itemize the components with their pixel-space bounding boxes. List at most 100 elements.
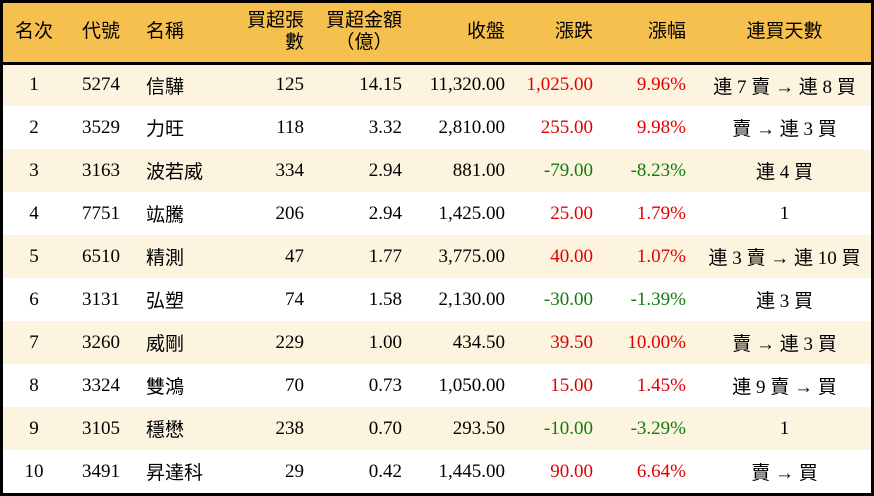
cell-name: 穩懋 xyxy=(137,407,229,450)
cell-code: 3105 xyxy=(65,407,137,450)
cell-change: 39.50 xyxy=(515,321,603,364)
cell-change: 15.00 xyxy=(515,364,603,407)
cell-close: 881.00 xyxy=(413,149,515,192)
cell-code: 3163 xyxy=(65,149,137,192)
cell-pct: 9.98% xyxy=(603,106,698,149)
cell-rank: 1 xyxy=(3,63,65,106)
cell-name: 信驊 xyxy=(137,63,229,106)
cell-volume: 70 xyxy=(229,364,315,407)
cell-code: 3131 xyxy=(65,278,137,321)
cell-name: 威剛 xyxy=(137,321,229,364)
cell-volume: 229 xyxy=(229,321,315,364)
cell-code: 3491 xyxy=(65,450,137,493)
cell-volume: 118 xyxy=(229,106,315,149)
cell-pct: 1.45% xyxy=(603,364,698,407)
cell-code: 3324 xyxy=(65,364,137,407)
cell-rank: 3 xyxy=(3,149,65,192)
cell-close: 2,810.00 xyxy=(413,106,515,149)
cell-pct: -1.39% xyxy=(603,278,698,321)
table-row: 2 3529 力旺 118 3.32 2,810.00 255.00 9.98% 賣 → 連 3… xyxy=(3,106,871,149)
column-header-change: 漲跌 xyxy=(515,3,603,65)
column-header-name: 名稱 xyxy=(137,3,229,65)
cell-streak: 1 xyxy=(698,407,871,450)
column-header-volume: 買超張數 xyxy=(229,3,315,65)
cell-pct: -8.23% xyxy=(603,149,698,192)
cell-pct: 1.79% xyxy=(603,192,698,235)
header-row: 名次 代號 名稱 買超張數 買超金額 （億） 收盤 漲跌 漲幅 連買天數 xyxy=(3,3,871,65)
cell-volume: 334 xyxy=(229,149,315,192)
cell-amount: 0.70 xyxy=(315,407,413,450)
data-table: 名次 代號 名稱 買超張數 買超金額 （億） 收盤 漲跌 漲幅 連買天數 1 52… xyxy=(3,3,871,493)
cell-code: 3260 xyxy=(65,321,137,364)
cell-streak: 賣 → 連 3 買 xyxy=(698,321,871,364)
cell-amount: 2.94 xyxy=(315,192,413,235)
cell-close: 11,320.00 xyxy=(413,63,515,106)
column-header-amount-line2: （億） xyxy=(335,32,393,54)
cell-volume: 74 xyxy=(229,278,315,321)
column-header-close: 收盤 xyxy=(413,3,515,65)
cell-close: 3,775.00 xyxy=(413,235,515,278)
table-row: 3 3163 波若威 334 2.94 881.00 -79.00 -8.23% 連 4 買 xyxy=(3,149,871,192)
cell-close: 1,445.00 xyxy=(413,450,515,493)
cell-amount: 1.58 xyxy=(315,278,413,321)
cell-change: 40.00 xyxy=(515,235,603,278)
cell-rank: 10 xyxy=(3,450,65,493)
cell-name: 精測 xyxy=(137,235,229,278)
table-row: 5 6510 精測 47 1.77 3,775.00 40.00 1.07% 連 3 賣 → 連… xyxy=(3,235,871,278)
cell-pct: 1.07% xyxy=(603,235,698,278)
cell-volume: 238 xyxy=(229,407,315,450)
cell-close: 434.50 xyxy=(413,321,515,364)
cell-change: -30.00 xyxy=(515,278,603,321)
cell-change: -10.00 xyxy=(515,407,603,450)
table-row: 8 3324 雙鴻 70 0.73 1,050.00 15.00 1.45% 連 9 賣 → 買 xyxy=(3,364,871,407)
cell-name: 竑騰 xyxy=(137,192,229,235)
cell-amount: 0.73 xyxy=(315,364,413,407)
cell-pct: -3.29% xyxy=(603,407,698,450)
table-row: 10 3491 昇達科 29 0.42 1,445.00 90.00 6.64% 賣 → 買 xyxy=(3,450,871,493)
cell-rank: 9 xyxy=(3,407,65,450)
cell-pct: 10.00% xyxy=(603,321,698,364)
cell-amount: 1.00 xyxy=(315,321,413,364)
cell-close: 2,130.00 xyxy=(413,278,515,321)
cell-change: 90.00 xyxy=(515,450,603,493)
cell-streak: 連 3 賣 → 連 10 買 xyxy=(698,235,871,278)
cell-code: 7751 xyxy=(65,192,137,235)
cell-name: 雙鴻 xyxy=(137,364,229,407)
column-header-streak: 連買天數 xyxy=(698,3,871,65)
cell-volume: 29 xyxy=(229,450,315,493)
cell-change: 255.00 xyxy=(515,106,603,149)
column-header-code: 代號 xyxy=(65,3,137,65)
cell-rank: 6 xyxy=(3,278,65,321)
cell-streak: 1 xyxy=(698,192,871,235)
cell-change: 1,025.00 xyxy=(515,63,603,106)
table-row: 4 7751 竑騰 206 2.94 1,425.00 25.00 1.79% 1 xyxy=(3,192,871,235)
cell-streak: 連 3 買 xyxy=(698,278,871,321)
cell-streak: 連 4 買 xyxy=(698,149,871,192)
cell-name: 波若威 xyxy=(137,149,229,192)
cell-volume: 47 xyxy=(229,235,315,278)
cell-amount: 3.32 xyxy=(315,106,413,149)
cell-amount: 14.15 xyxy=(315,63,413,106)
table-body: 1 5274 信驊 125 14.15 11,320.00 1,025.00 9.96% 連 7… xyxy=(3,63,871,493)
cell-streak: 賣 → 買 xyxy=(698,450,871,493)
cell-change: -79.00 xyxy=(515,149,603,192)
table-row: 9 3105 穩懋 238 0.70 293.50 -10.00 -3.29% 1 xyxy=(3,407,871,450)
column-header-amount: 買超金額 （億） xyxy=(315,3,413,65)
cell-rank: 7 xyxy=(3,321,65,364)
column-header-rank: 名次 xyxy=(3,3,65,65)
cell-amount: 0.42 xyxy=(315,450,413,493)
table-row: 6 3131 弘塑 74 1.58 2,130.00 -30.00 -1.39% 連 3 買 xyxy=(3,278,871,321)
cell-volume: 206 xyxy=(229,192,315,235)
cell-pct: 6.64% xyxy=(603,450,698,493)
cell-change: 25.00 xyxy=(515,192,603,235)
cell-rank: 2 xyxy=(3,106,65,149)
cell-amount: 2.94 xyxy=(315,149,413,192)
cell-pct: 9.96% xyxy=(603,63,698,106)
cell-code: 6510 xyxy=(65,235,137,278)
table-row: 1 5274 信驊 125 14.15 11,320.00 1,025.00 9.96% 連 7… xyxy=(3,63,871,106)
cell-code: 5274 xyxy=(65,63,137,106)
cell-close: 1,425.00 xyxy=(413,192,515,235)
cell-volume: 125 xyxy=(229,63,315,106)
table-row: 7 3260 威剛 229 1.00 434.50 39.50 10.00% 賣 → 連 3 買 xyxy=(3,321,871,364)
